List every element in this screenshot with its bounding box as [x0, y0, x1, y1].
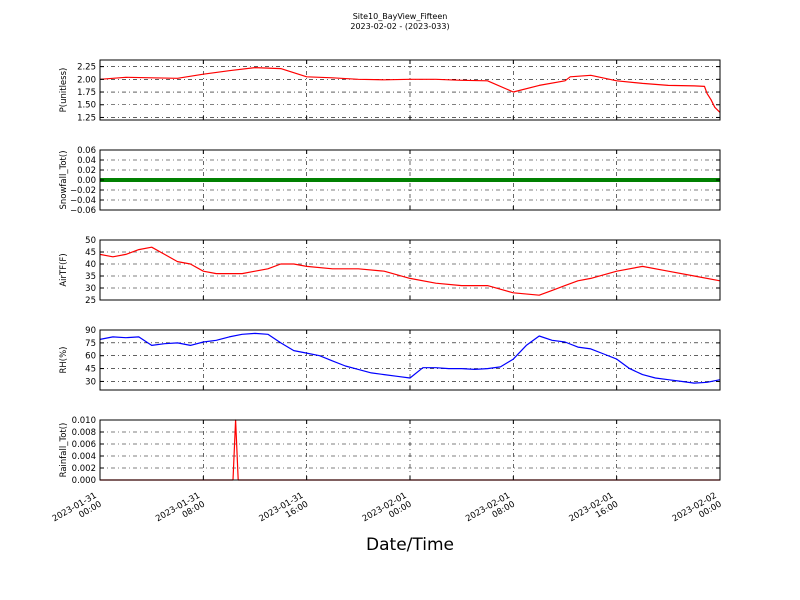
y-tick-label: 40 [85, 260, 96, 270]
y-tick-label: 0.008 [72, 428, 96, 438]
y-tick-label: 0.004 [72, 452, 96, 462]
x-axis-label: Date/Time [366, 535, 454, 555]
y-tick-label: 0.010 [72, 416, 96, 426]
y-tick-label: −0.02 [70, 186, 96, 196]
y-tick-label: 75 [85, 339, 96, 349]
y-tick-label: 60 [85, 352, 96, 362]
y-tick-label: 25 [85, 296, 96, 306]
subplot-5: 0.000 0.002 0.004 0.006 0.008 0.010Rainfall_T… [59, 416, 721, 486]
chart-subtitle: 2023-02-02 - (2023-033) [350, 22, 449, 31]
y-axis-label: RH(%) [59, 346, 69, 373]
y-tick-label: 1.25 [77, 113, 96, 123]
y-tick-label: 50 [85, 236, 96, 246]
y-tick-label: 30 [85, 377, 96, 387]
y-tick-label: 1.50 [77, 101, 96, 111]
y-tick-label: 45 [85, 248, 96, 258]
y-axis-label: AirTF(F) [59, 253, 69, 286]
y-tick-label: 0.02 [77, 166, 96, 176]
subplot-3: 25 30 35 40 45 50 AirTF(F) [59, 236, 721, 306]
y-tick-label: 2.25 [77, 63, 96, 73]
subplot-1: 1.25 1.50 1.75 2.00 2.25 P(unitless) [59, 59, 721, 123]
y-tick-label: −0.06 [70, 206, 96, 216]
y-tick-label: 2.00 [77, 75, 96, 85]
y-axis-label: P(unitless) [59, 68, 69, 113]
y-tick-label: 0.006 [72, 440, 96, 450]
y-tick-label: 1.75 [77, 88, 96, 98]
series-line [99, 66, 721, 113]
y-tick-label: 0.000 [72, 476, 96, 486]
subplot-4: 30 45 60 75 90 RH(%) [59, 326, 721, 391]
y-tick-label: 35 [85, 272, 96, 282]
subplot-panels: 1.251.501.752.002.25P(unitless)−0.06−0.0… [59, 59, 721, 486]
y-tick-label: 45 [85, 365, 96, 375]
chart-title: Site10_BayView_Fifteen [353, 12, 448, 21]
y-axis-label: Snowfall_Tot() [59, 150, 69, 209]
y-tick-label: 0.00 [77, 176, 96, 186]
series-line [99, 246, 721, 296]
y-tick-label: 30 [85, 284, 96, 294]
subplot-2: −0.06−0.04−0.020.000.020.040.06 Snowfall_… [59, 146, 721, 216]
y-tick-label: 0.06 [77, 146, 96, 156]
series-line [99, 332, 721, 384]
y-axis-label: Rainfall_Tot() [59, 423, 69, 478]
y-tick-label: 0.04 [77, 156, 96, 166]
y-tick-label: 0.002 [72, 464, 96, 474]
y-tick-label: 90 [85, 326, 96, 336]
y-tick-label: −0.04 [70, 196, 96, 206]
